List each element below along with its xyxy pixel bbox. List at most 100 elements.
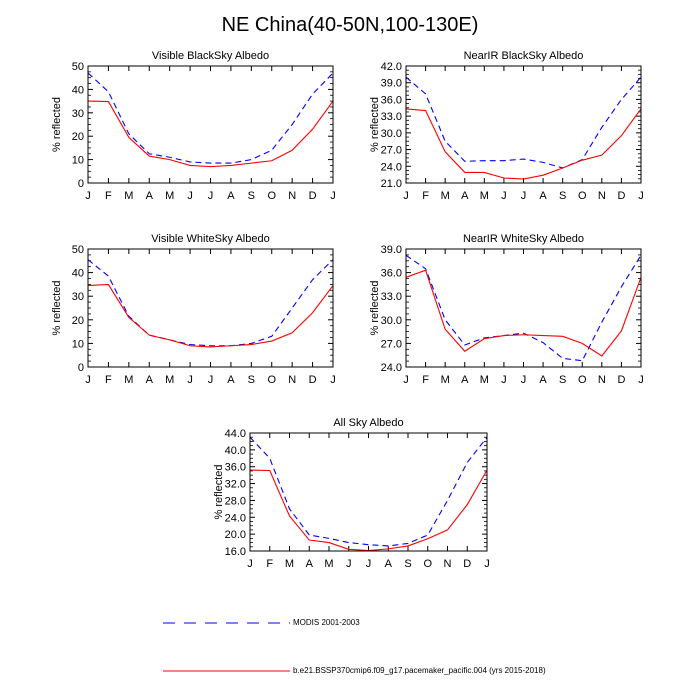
x-tick-label: N bbox=[444, 558, 452, 570]
x-tick-label: J bbox=[208, 374, 214, 386]
x-tick-label: S bbox=[559, 374, 566, 386]
series-line-modis bbox=[87, 72, 334, 164]
y-tick-label: 40.0 bbox=[225, 445, 246, 457]
y-tick-label: 36.0 bbox=[225, 462, 246, 474]
panel-title: Visible BlackSky Albedo bbox=[152, 50, 269, 62]
x-tick-label: J bbox=[484, 558, 490, 570]
y-tick-label: 30.0 bbox=[381, 128, 402, 140]
panel-title: NearIR WhiteSky Albedo bbox=[463, 233, 584, 245]
y-tick-label: 10 bbox=[72, 155, 84, 167]
y-axis-label: % reflected bbox=[369, 97, 381, 152]
series-line-model bbox=[405, 108, 642, 180]
series-line-modis bbox=[405, 254, 642, 362]
x-tick-label: M bbox=[285, 558, 294, 570]
panel-title: Visible WhiteSky Albedo bbox=[151, 233, 269, 245]
x-tick-label: O bbox=[267, 374, 276, 386]
x-tick-label: M bbox=[124, 190, 133, 202]
y-tick-label: 27.0 bbox=[381, 338, 402, 350]
y-tick-label: 20 bbox=[72, 131, 84, 143]
y-tick-label: 20.0 bbox=[225, 529, 246, 541]
x-tick-label: D bbox=[463, 558, 471, 570]
y-tick-label: 24.0 bbox=[381, 362, 402, 374]
series-line-model bbox=[405, 269, 642, 357]
x-tick-label: A bbox=[461, 190, 469, 202]
x-tick-label: J bbox=[330, 374, 336, 386]
x-tick-label: J bbox=[187, 190, 193, 202]
y-tick-label: 40 bbox=[72, 268, 84, 280]
x-tick-label: S bbox=[248, 190, 255, 202]
plot-frame bbox=[405, 65, 642, 184]
x-tick-label: M bbox=[441, 190, 450, 202]
x-tick-label: A bbox=[385, 558, 393, 570]
y-tick-label: 30 bbox=[72, 108, 84, 120]
x-tick-label: M bbox=[480, 190, 489, 202]
legend-label-modis: MODIS 2001-2003 bbox=[293, 618, 360, 627]
y-tick-label: 0 bbox=[78, 178, 84, 190]
x-tick-label: N bbox=[288, 190, 296, 202]
x-tick-label: S bbox=[248, 374, 255, 386]
series-line-model bbox=[87, 100, 334, 168]
x-tick-label: M bbox=[165, 374, 174, 386]
y-tick-label: 16.0 bbox=[225, 546, 246, 558]
x-tick-label: J bbox=[403, 190, 409, 202]
series-line-model bbox=[249, 469, 488, 552]
x-tick-label: J bbox=[187, 374, 193, 386]
y-axis-label: % reflected bbox=[51, 280, 63, 335]
x-tick-label: A bbox=[146, 374, 154, 386]
y-tick-label: 24.0 bbox=[381, 161, 402, 173]
x-tick-label: A bbox=[146, 190, 154, 202]
x-tick-label: O bbox=[267, 190, 276, 202]
x-tick-label: A bbox=[461, 374, 469, 386]
y-axis-label: % reflected bbox=[369, 280, 381, 335]
y-tick-label: 24.0 bbox=[225, 512, 246, 524]
x-tick-label: M bbox=[124, 374, 133, 386]
y-tick-label: 44.0 bbox=[225, 428, 246, 440]
x-tick-label: J bbox=[85, 190, 91, 202]
x-tick-label: F bbox=[105, 190, 112, 202]
x-tick-label: J bbox=[521, 374, 527, 386]
x-tick-label: A bbox=[539, 190, 547, 202]
x-tick-label: M bbox=[324, 558, 333, 570]
y-tick-label: 28.0 bbox=[225, 495, 246, 507]
y-tick-label: 50 bbox=[72, 61, 84, 73]
x-tick-label: A bbox=[306, 558, 314, 570]
y-tick-label: 30 bbox=[72, 291, 84, 303]
series-line-modis bbox=[405, 76, 642, 169]
x-tick-label: A bbox=[227, 190, 235, 202]
x-tick-label: M bbox=[480, 374, 489, 386]
x-tick-label: M bbox=[165, 190, 174, 202]
x-tick-label: J bbox=[638, 190, 644, 202]
x-tick-label: F bbox=[105, 374, 112, 386]
y-tick-label: 30.0 bbox=[381, 315, 402, 327]
y-tick-label: 39.0 bbox=[381, 78, 402, 90]
y-tick-label: 33.0 bbox=[381, 111, 402, 123]
x-tick-label: D bbox=[617, 374, 625, 386]
x-tick-label: N bbox=[598, 374, 606, 386]
x-tick-label: S bbox=[404, 558, 411, 570]
x-tick-label: J bbox=[403, 374, 409, 386]
x-tick-label: M bbox=[441, 374, 450, 386]
series-line-modis bbox=[87, 259, 334, 347]
x-tick-label: A bbox=[539, 374, 547, 386]
x-tick-label: F bbox=[266, 558, 273, 570]
panel-title: NearIR BlackSky Albedo bbox=[464, 50, 584, 62]
x-tick-label: D bbox=[309, 374, 317, 386]
y-tick-label: 36.0 bbox=[381, 268, 402, 280]
y-tick-label: 39.0 bbox=[381, 244, 402, 256]
y-tick-label: 32.0 bbox=[225, 479, 246, 491]
x-tick-label: J bbox=[366, 558, 372, 570]
y-tick-label: 10 bbox=[72, 338, 84, 350]
x-tick-label: D bbox=[309, 190, 317, 202]
x-tick-label: J bbox=[85, 374, 91, 386]
y-tick-label: 0 bbox=[78, 362, 84, 374]
x-tick-label: O bbox=[423, 558, 432, 570]
plot-frame bbox=[87, 248, 334, 368]
y-axis-label: % reflected bbox=[51, 97, 63, 152]
y-axis-label: % reflected bbox=[213, 464, 225, 519]
